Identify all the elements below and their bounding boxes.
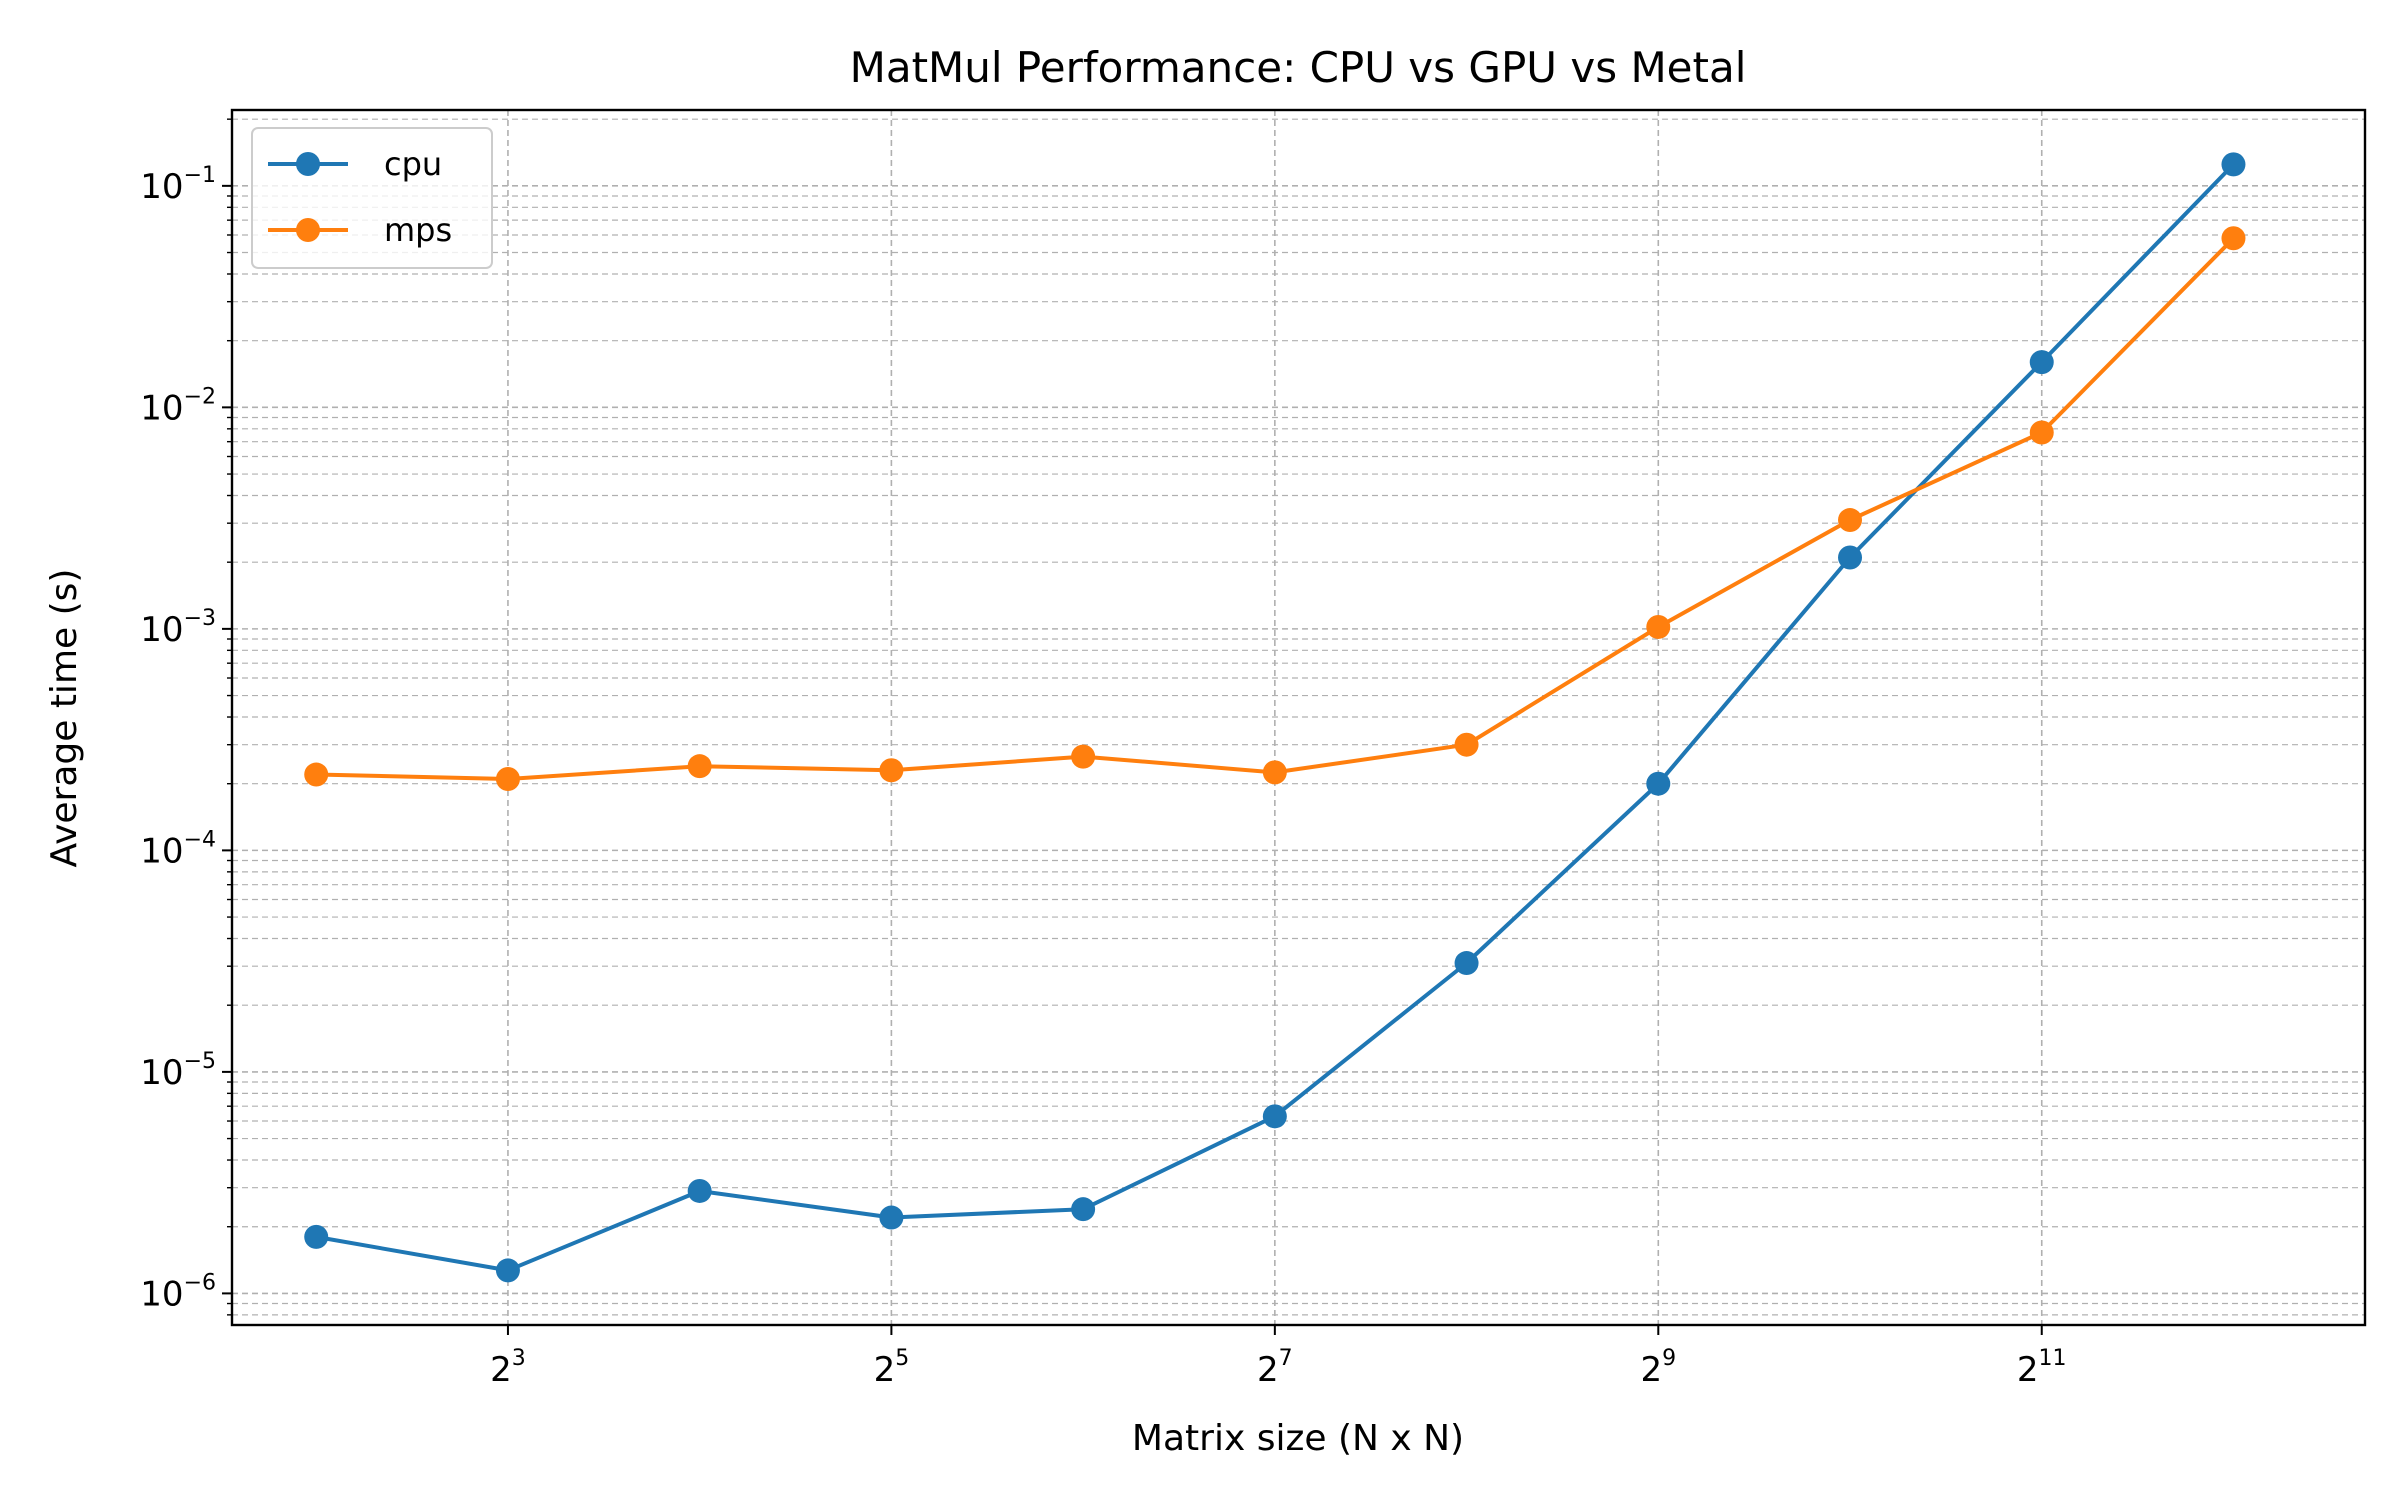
data-point-mps [879, 758, 904, 783]
data-point-cpu [2221, 152, 2246, 177]
data-point-cpu [1454, 951, 1479, 976]
legend-box [251, 127, 493, 269]
x-tick-label: 27 [1257, 1346, 1293, 1390]
data-point-cpu [495, 1258, 520, 1283]
y-tick-label: 10−5 [140, 1049, 216, 1093]
data-point-cpu [2029, 350, 2054, 375]
data-point-cpu [304, 1224, 329, 1249]
x-axis-label: Matrix size (N x N) [1132, 1418, 1464, 1459]
data-point-mps [1454, 732, 1479, 757]
data-point-cpu [879, 1205, 904, 1230]
x-tick-label: 211 [2017, 1346, 2067, 1390]
legend-label: mps [384, 211, 452, 249]
legend-marker [296, 218, 320, 242]
legend: cpu mps [251, 127, 493, 269]
data-point-cpu [1071, 1197, 1096, 1222]
data-point-mps [1262, 760, 1287, 785]
legend-label: cpu [384, 145, 442, 183]
data-point-mps [687, 754, 712, 779]
y-tick-label: 10−3 [140, 606, 216, 650]
legend-entry-mps: mps [268, 211, 452, 249]
data-point-mps [2221, 226, 2246, 251]
chart-title: MatMul Performance: CPU vs GPU vs Metal [850, 43, 1747, 92]
data-point-mps [1071, 744, 1096, 769]
data-point-cpu [687, 1178, 712, 1203]
x-tick-label: 23 [490, 1346, 526, 1390]
y-tick-label: 10−4 [140, 827, 216, 871]
x-tick-label: 25 [874, 1346, 910, 1390]
data-point-mps [1838, 508, 1863, 533]
data-point-cpu [1838, 545, 1863, 570]
y-tick-label: 10−1 [140, 163, 216, 207]
y-axis-label: Average time (s) [44, 569, 85, 868]
data-point-mps [2029, 420, 2054, 445]
axis-ticks: 23 25 27 29 211 10−6 10−5 10−4 10−3 10−2 10−1 [140, 118, 2067, 1390]
legend-marker [296, 152, 320, 176]
y-tick-label: 10−6 [140, 1270, 216, 1314]
series-mps [304, 226, 2246, 792]
y-tick-label: 10−2 [140, 384, 216, 428]
data-point-mps [495, 767, 520, 792]
data-point-mps [1646, 614, 1671, 639]
grid [232, 110, 2365, 1325]
data-point-cpu [1646, 771, 1671, 796]
legend-entry-cpu: cpu [268, 145, 442, 183]
plot-series [304, 152, 2246, 1283]
x-tick-label: 29 [1640, 1346, 1676, 1390]
data-point-cpu [1262, 1104, 1287, 1129]
data-point-mps [304, 762, 329, 787]
